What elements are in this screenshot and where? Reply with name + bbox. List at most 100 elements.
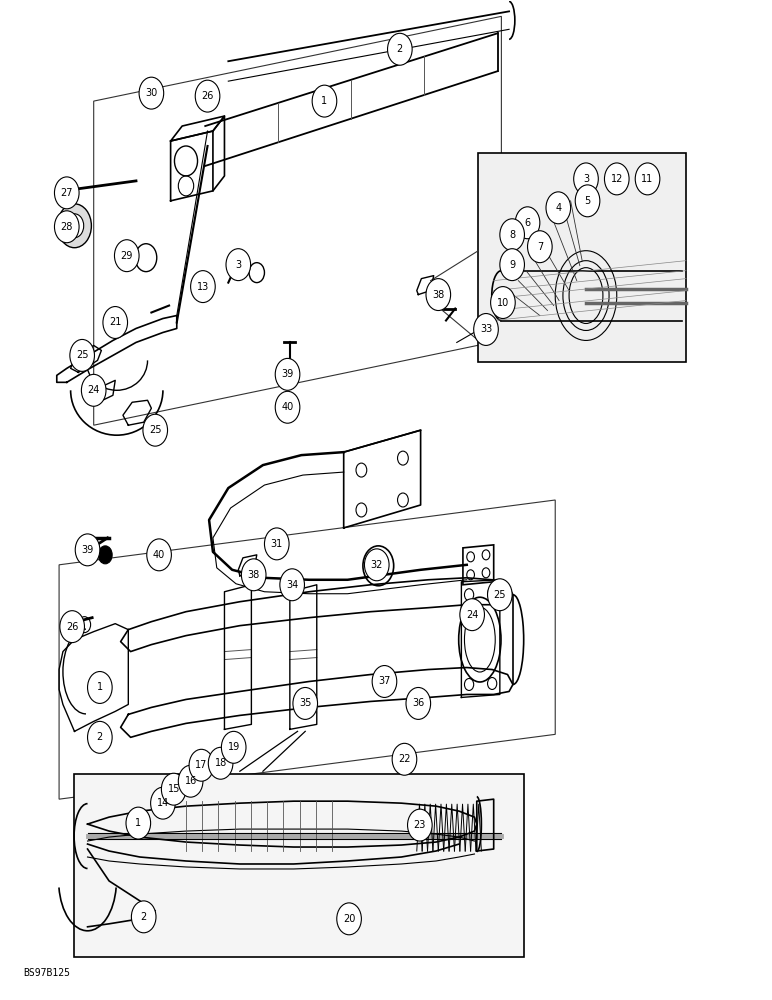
Circle shape: [147, 539, 171, 571]
Text: 7: 7: [537, 242, 543, 252]
Text: 39: 39: [81, 545, 93, 555]
Text: 4: 4: [555, 203, 561, 213]
Circle shape: [75, 534, 100, 566]
Text: 24: 24: [87, 385, 100, 395]
Circle shape: [69, 339, 94, 371]
Text: 19: 19: [228, 742, 240, 752]
Circle shape: [58, 204, 91, 248]
Text: 27: 27: [60, 188, 73, 198]
Text: 25: 25: [76, 350, 89, 360]
Circle shape: [527, 231, 552, 263]
Circle shape: [161, 773, 186, 805]
Polygon shape: [479, 153, 686, 362]
Circle shape: [283, 369, 296, 387]
Circle shape: [408, 809, 432, 841]
Circle shape: [276, 358, 300, 390]
Text: 9: 9: [509, 260, 515, 270]
Circle shape: [337, 903, 361, 935]
Circle shape: [151, 787, 175, 819]
Text: 11: 11: [642, 174, 654, 184]
Circle shape: [293, 687, 317, 719]
Circle shape: [131, 901, 156, 933]
Circle shape: [546, 192, 571, 224]
Text: 20: 20: [343, 914, 355, 924]
Circle shape: [575, 185, 600, 217]
Text: 22: 22: [398, 754, 411, 764]
Circle shape: [491, 287, 515, 319]
Circle shape: [114, 240, 139, 272]
Text: 3: 3: [235, 260, 242, 270]
Circle shape: [515, 207, 540, 239]
Circle shape: [279, 569, 304, 601]
Text: 35: 35: [299, 698, 311, 708]
Circle shape: [55, 211, 79, 243]
Text: 39: 39: [282, 369, 293, 379]
Text: 10: 10: [497, 298, 509, 308]
Circle shape: [488, 579, 512, 611]
Circle shape: [143, 414, 168, 446]
Circle shape: [372, 666, 397, 697]
Circle shape: [189, 749, 214, 781]
Text: 21: 21: [109, 317, 121, 327]
Text: 28: 28: [60, 222, 73, 232]
Text: 1: 1: [96, 682, 103, 692]
Text: 40: 40: [282, 402, 293, 412]
Circle shape: [364, 549, 389, 581]
Circle shape: [195, 80, 220, 112]
Text: 1: 1: [321, 96, 327, 106]
Text: 32: 32: [371, 560, 383, 570]
Text: 38: 38: [432, 290, 445, 300]
Text: 15: 15: [168, 784, 180, 794]
Text: 18: 18: [215, 758, 227, 768]
Text: 13: 13: [197, 282, 209, 292]
Circle shape: [139, 77, 164, 109]
Polygon shape: [74, 774, 524, 957]
Text: 6: 6: [524, 218, 530, 228]
Circle shape: [87, 672, 112, 703]
Circle shape: [604, 163, 629, 195]
Text: BS97B125: BS97B125: [23, 968, 70, 978]
Text: 25: 25: [493, 590, 506, 600]
Text: 33: 33: [480, 324, 492, 334]
Circle shape: [242, 559, 266, 591]
Text: 16: 16: [185, 776, 197, 786]
Text: 1: 1: [135, 818, 141, 828]
Text: 5: 5: [584, 196, 591, 206]
Circle shape: [474, 314, 498, 345]
Circle shape: [66, 214, 83, 238]
Circle shape: [499, 249, 524, 281]
Text: 25: 25: [149, 425, 161, 435]
Circle shape: [178, 765, 203, 797]
Circle shape: [388, 33, 412, 65]
Circle shape: [222, 731, 246, 763]
Circle shape: [81, 374, 106, 406]
Text: 40: 40: [153, 550, 165, 560]
Text: 8: 8: [509, 230, 515, 240]
Text: 29: 29: [120, 251, 133, 261]
Circle shape: [226, 249, 251, 281]
Text: 3: 3: [583, 174, 589, 184]
Text: 38: 38: [248, 570, 260, 580]
Circle shape: [265, 528, 289, 560]
Circle shape: [499, 219, 524, 251]
Circle shape: [98, 546, 112, 564]
Circle shape: [103, 307, 127, 338]
Text: 17: 17: [195, 760, 208, 770]
Circle shape: [392, 743, 417, 775]
Text: 14: 14: [157, 798, 169, 808]
Text: 26: 26: [201, 91, 214, 101]
Text: 37: 37: [378, 676, 391, 686]
Circle shape: [208, 747, 233, 779]
Text: 12: 12: [611, 174, 623, 184]
Text: 30: 30: [145, 88, 157, 98]
Circle shape: [276, 391, 300, 423]
Text: 2: 2: [141, 912, 147, 922]
Text: 26: 26: [66, 622, 78, 632]
Text: 31: 31: [271, 539, 283, 549]
Circle shape: [635, 163, 660, 195]
Circle shape: [406, 687, 431, 719]
Circle shape: [574, 163, 598, 195]
Circle shape: [55, 177, 79, 209]
Circle shape: [126, 807, 151, 839]
Text: 2: 2: [397, 44, 403, 54]
